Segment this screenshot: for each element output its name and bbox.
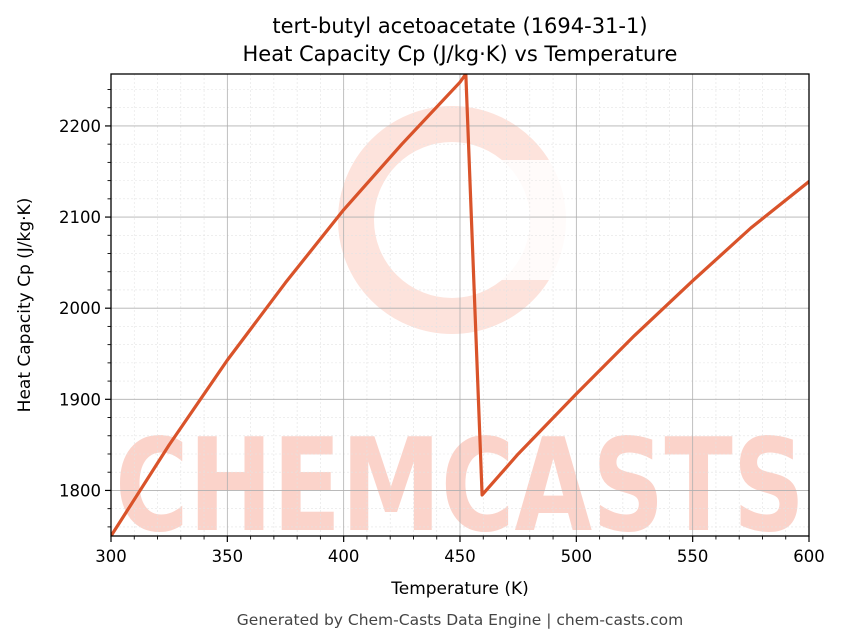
major-grid [111, 74, 809, 536]
chart-subtitle: Heat Capacity Cp (J/kg·K) vs Temperature [243, 42, 678, 66]
x-tick-label: 350 [212, 547, 244, 566]
x-tick-label: 500 [561, 547, 593, 566]
footer-credit: Generated by Chem-Casts Data Engine | ch… [237, 611, 683, 629]
y-tick-label: 2100 [59, 208, 101, 227]
y-tick-label: 2000 [59, 299, 101, 318]
x-tick-label: 300 [95, 547, 127, 566]
y-tick-label: 2200 [59, 117, 101, 136]
y-tick-label: 1800 [59, 481, 101, 500]
y-axis-label: Heat Capacity Cp (J/kg·K) [15, 198, 35, 413]
y-tick-label: 1900 [59, 390, 101, 409]
x-axis-label: Temperature (K) [390, 579, 529, 599]
x-tick-label: 550 [677, 547, 709, 566]
x-tick-label: 400 [328, 547, 360, 566]
heat-capacity-line [111, 74, 809, 536]
x-tick-label: 450 [444, 547, 476, 566]
x-tick-label: 600 [793, 547, 825, 566]
series-layer [111, 74, 809, 536]
chart-title: tert-butyl acetoacetate (1694-31-1) [272, 14, 647, 38]
tick-layer: 300 350 400 450 500 550 600 1800 1900 2000 2100 220… [59, 89, 825, 566]
watermark-logo-gap [452, 160, 592, 280]
